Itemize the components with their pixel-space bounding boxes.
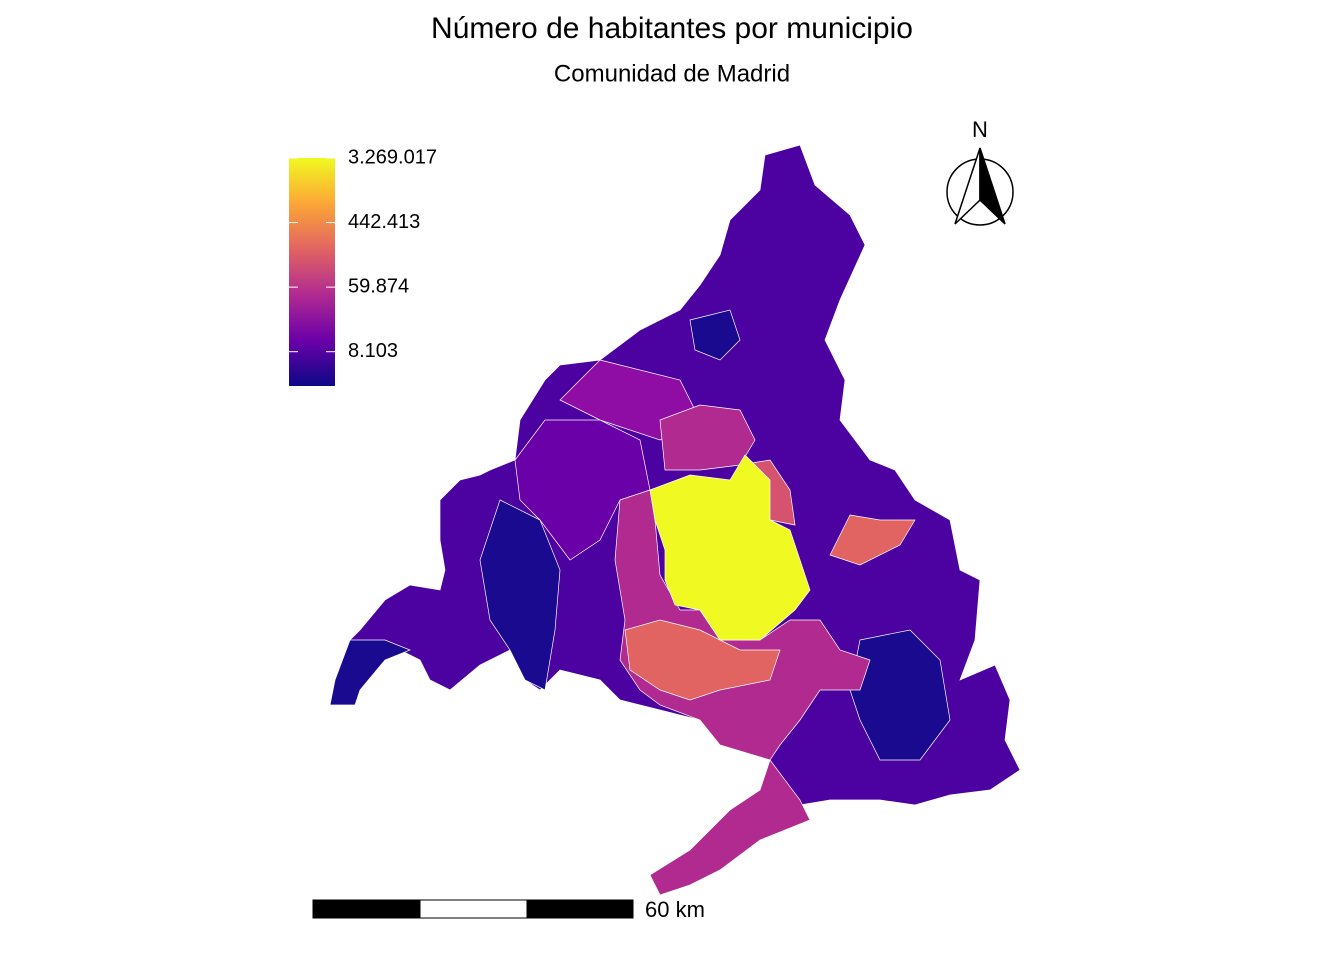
north-label: N	[972, 117, 988, 142]
legend: 3.269.017 442.413 59.874 8.103	[289, 146, 437, 386]
subtitle: Comunidad de Madrid	[554, 60, 790, 87]
municipality	[329, 639, 411, 706]
north-arrow: N	[946, 117, 1014, 226]
municipality	[659, 404, 756, 471]
legend-label: 8.103	[348, 340, 398, 362]
compass-needle	[979, 147, 1006, 225]
municipality	[649, 454, 811, 641]
municipality	[624, 619, 781, 701]
municipality	[649, 759, 811, 896]
legend-label: 59.874	[348, 275, 409, 297]
municipality	[849, 629, 951, 761]
scale-bar: 60 km	[312, 897, 705, 922]
scale-segment	[312, 899, 421, 919]
legend-label: 442.413	[348, 211, 420, 233]
municipality	[689, 309, 741, 361]
title: Número de habitantes por municipio	[431, 12, 913, 45]
map	[329, 144, 1021, 896]
compass-needle	[954, 147, 981, 225]
scale-label: 60 km	[645, 897, 705, 922]
municipality	[479, 499, 561, 691]
legend-label: 3.269.017	[348, 146, 437, 168]
municipality	[829, 514, 916, 566]
scale-segment	[419, 899, 528, 919]
region	[329, 144, 1021, 806]
scale-segment	[526, 899, 634, 919]
colorbar	[289, 158, 335, 386]
